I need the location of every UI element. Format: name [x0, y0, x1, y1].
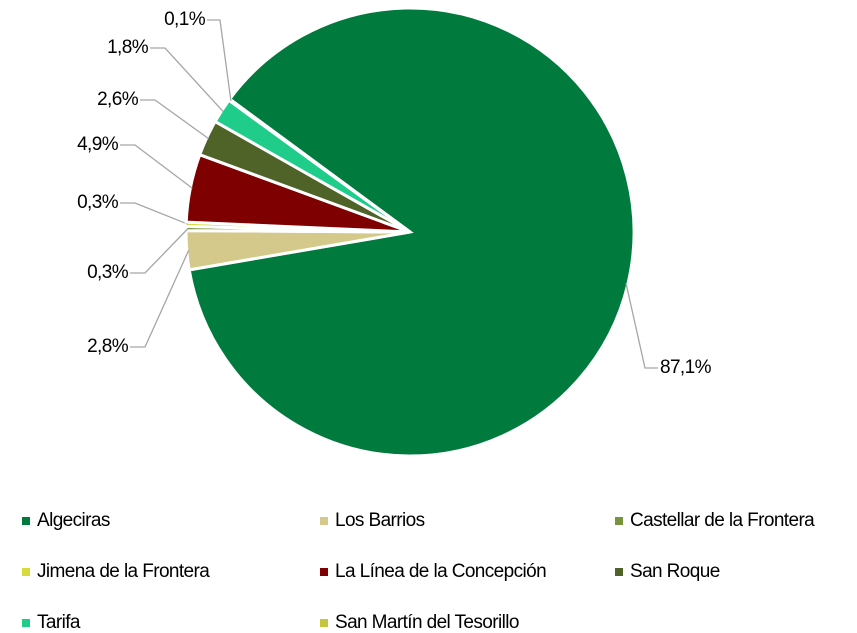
legend-swatch — [320, 568, 328, 576]
leader-line — [140, 99, 209, 140]
legend-label: Jimena de la Frontera — [37, 561, 210, 582]
data-label: 4,9% — [77, 134, 119, 155]
legend-label: Los Barrios — [335, 510, 425, 531]
leader-line — [130, 249, 190, 348]
legend-swatch — [22, 568, 30, 576]
legend-label: Tarifa — [37, 612, 81, 633]
legend-swatch — [615, 517, 623, 525]
leader-line — [120, 202, 189, 225]
data-label: 0,3% — [77, 192, 119, 213]
leader-line — [625, 283, 658, 369]
legend-swatch — [22, 517, 30, 525]
leader-line — [130, 228, 189, 274]
legend-label: Castellar de la Frontera — [630, 510, 815, 531]
data-label: 0,1% — [164, 9, 206, 30]
legend-swatch — [22, 619, 30, 627]
legend-label: La Línea de la Concepción — [335, 561, 546, 582]
legend-label: San Martín del Tesorillo — [335, 612, 519, 633]
legend-swatch — [320, 517, 328, 525]
data-label: 2,8% — [87, 336, 129, 357]
legend-swatch — [615, 568, 623, 576]
data-label: 0,3% — [87, 262, 129, 283]
data-label: 1,8% — [107, 37, 149, 58]
leader-line — [207, 19, 232, 101]
leader-line — [150, 47, 224, 113]
legend-label: San Roque — [630, 561, 720, 582]
pie-slice — [187, 6, 636, 458]
leader-line — [120, 144, 193, 189]
pie-slice — [226, 96, 411, 234]
data-label: 2,6% — [97, 89, 139, 110]
legend-label: Algeciras — [37, 510, 110, 531]
data-label: 87,1% — [660, 357, 712, 378]
legend-swatch — [320, 619, 328, 627]
